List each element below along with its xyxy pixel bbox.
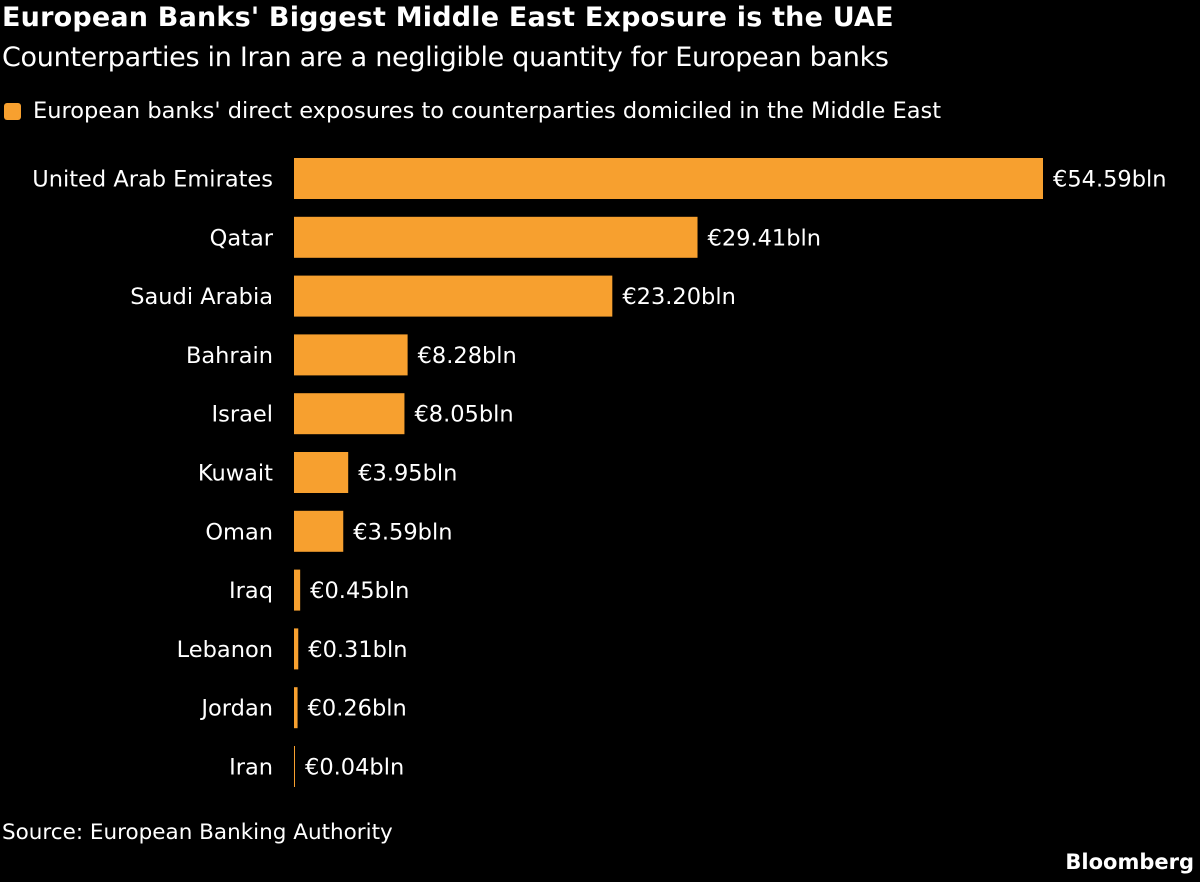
data-label: €0.26bln xyxy=(308,696,407,722)
category-label: Kuwait xyxy=(198,461,273,487)
bar xyxy=(294,275,613,317)
bar xyxy=(294,334,408,376)
bloomberg-logo: Bloomberg xyxy=(1065,850,1194,874)
bar xyxy=(294,216,698,258)
category-label: Jordan xyxy=(199,696,273,722)
bar xyxy=(294,452,349,493)
bar xyxy=(294,393,405,435)
chart-subtitle: Counterparties in Iran are a negligible … xyxy=(2,42,889,73)
source-note: Source: European Banking Authority xyxy=(2,820,393,845)
data-label: €29.41bln xyxy=(708,225,822,251)
legend-label: European banks' direct exposures to coun… xyxy=(33,98,942,124)
legend: European banks' direct exposures to coun… xyxy=(4,98,941,124)
data-label: €23.20bln xyxy=(622,284,736,310)
category-label: Saudi Arabia xyxy=(130,284,273,310)
category-label: Iraq xyxy=(229,578,273,604)
category-label: Oman xyxy=(205,519,273,545)
data-label: €3.95bln xyxy=(358,461,457,487)
bar xyxy=(294,628,299,670)
data-label: €0.45bln xyxy=(310,578,409,604)
category-label: Israel xyxy=(212,402,274,428)
data-label: €8.28bln xyxy=(418,343,517,369)
legend-swatch xyxy=(4,102,21,120)
category-label: Bahrain xyxy=(186,343,273,369)
category-label: Qatar xyxy=(210,225,274,251)
chart-title: European Banks' Biggest Middle East Expo… xyxy=(2,2,894,33)
data-label: €54.59bln xyxy=(1053,167,1167,193)
bar xyxy=(294,746,295,787)
bar xyxy=(294,687,298,729)
category-label: Lebanon xyxy=(177,637,273,663)
data-label: €0.31bln xyxy=(308,637,407,663)
bar xyxy=(294,158,1043,199)
category-label: United Arab Emirates xyxy=(32,167,273,193)
bar xyxy=(294,569,301,611)
bar xyxy=(294,510,344,552)
data-label: €8.05bln xyxy=(414,402,513,428)
data-label: €0.04bln xyxy=(305,755,404,781)
category-label: Iran xyxy=(229,755,273,781)
data-label: €3.59bln xyxy=(353,519,452,545)
